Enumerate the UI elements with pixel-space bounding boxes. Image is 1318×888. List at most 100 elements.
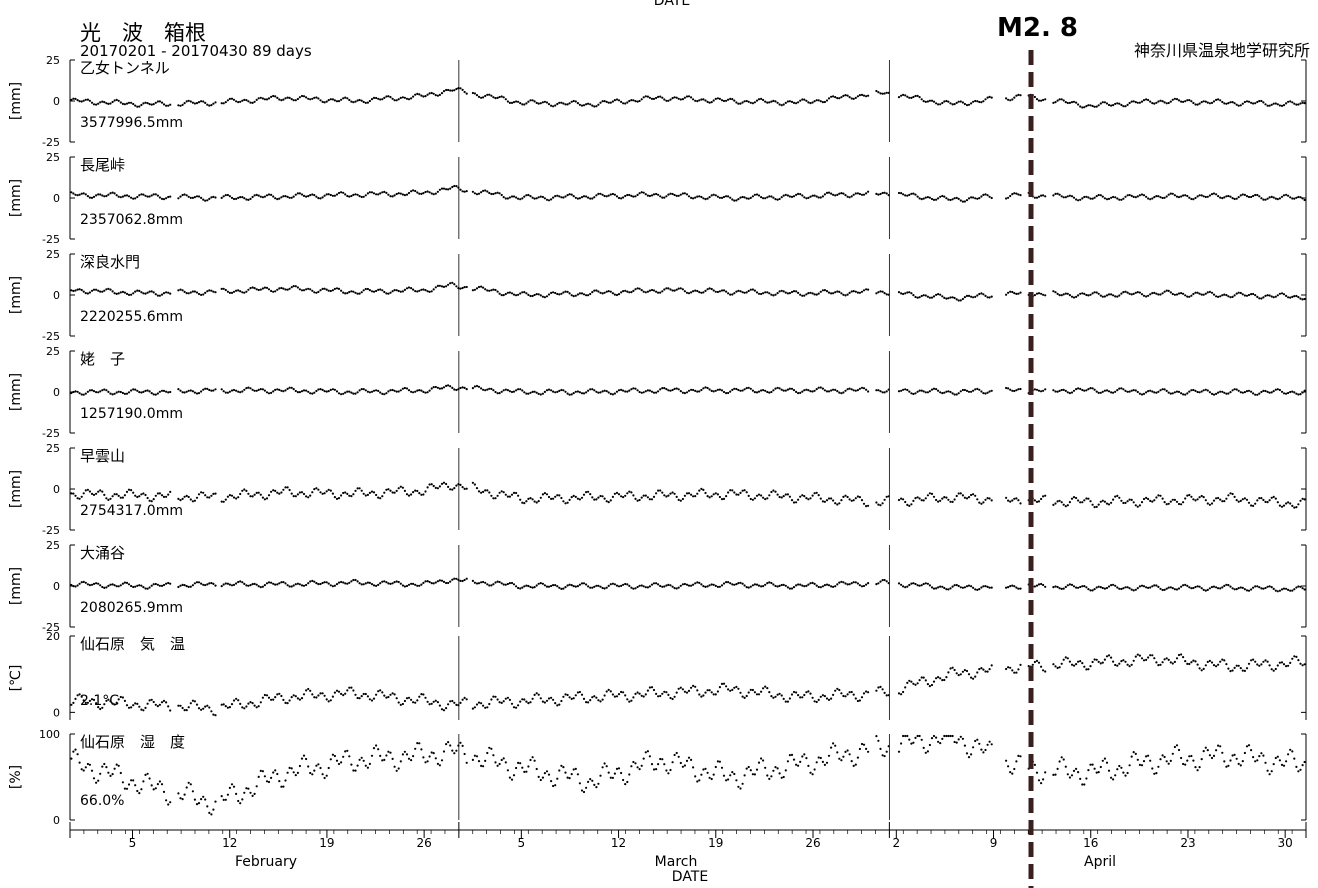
data-point (830, 746, 833, 749)
data-point (947, 100, 950, 103)
data-point (434, 286, 437, 289)
data-point (348, 290, 351, 294)
data-point (156, 294, 159, 297)
data-point (710, 691, 713, 694)
data-point (683, 192, 687, 195)
data-point (245, 705, 248, 708)
data-point (652, 391, 656, 394)
data-point (101, 389, 104, 392)
data-point (1196, 291, 1199, 294)
data-point (1186, 494, 1189, 497)
data-point (937, 293, 940, 296)
data-point (517, 388, 520, 391)
data-point (214, 196, 217, 199)
data-point (1009, 388, 1012, 391)
data-point (259, 701, 262, 704)
data-point (383, 290, 386, 294)
data-point (671, 192, 674, 196)
data-point (1243, 391, 1246, 394)
data-point (727, 581, 730, 584)
data-point (1227, 295, 1230, 298)
data-point (253, 704, 256, 707)
data-point (438, 579, 441, 582)
data-point (305, 96, 308, 99)
data-point (286, 387, 289, 390)
data-point (257, 194, 260, 197)
data-point (187, 706, 190, 709)
data-point (195, 102, 199, 105)
data-point (1064, 765, 1067, 768)
data-point (953, 296, 956, 300)
data-point (113, 192, 116, 195)
data-point (642, 96, 645, 99)
data-point (731, 98, 734, 101)
data-point (1077, 586, 1080, 589)
data-point (302, 492, 306, 496)
data-point (461, 88, 464, 91)
data-point (541, 295, 545, 298)
data-point (570, 496, 573, 499)
data-point (1254, 294, 1257, 297)
data-point (887, 91, 890, 94)
data-point (97, 193, 100, 196)
data-point (1184, 100, 1187, 103)
data-point (764, 197, 767, 200)
data-point (259, 769, 262, 773)
data-point (1124, 290, 1127, 293)
data-point (1206, 195, 1209, 198)
data-point (1085, 389, 1088, 392)
data-point (288, 196, 291, 199)
data-point (683, 494, 687, 497)
data-point (784, 493, 787, 496)
data-point (972, 586, 975, 589)
data-point (576, 773, 580, 776)
data-point (407, 696, 411, 699)
data-point (675, 288, 678, 291)
data-point (1134, 655, 1137, 658)
data-point (335, 287, 339, 290)
data-point (836, 503, 839, 506)
data-point (568, 696, 571, 699)
data-point (858, 94, 862, 97)
data-point (817, 494, 820, 497)
data-point (1223, 584, 1226, 588)
data-point (317, 583, 320, 586)
data-point (685, 291, 689, 294)
y-tick-label: 20 (46, 630, 60, 643)
month-label-february: February (235, 854, 297, 870)
data-point (692, 197, 695, 200)
data-point (1083, 292, 1086, 295)
data-point (1132, 389, 1135, 392)
data-point (340, 494, 343, 497)
data-point (274, 696, 277, 699)
data-point (496, 580, 499, 583)
data-point (302, 194, 306, 197)
data-point (331, 388, 334, 391)
data-point (885, 390, 888, 393)
data-point (1301, 197, 1304, 200)
data-point (210, 389, 213, 392)
data-point (282, 195, 285, 198)
data-point (1105, 389, 1109, 392)
data-point (247, 198, 250, 201)
data-point (465, 487, 468, 490)
data-point (838, 688, 841, 692)
data-point (681, 497, 685, 501)
data-point (490, 494, 493, 497)
data-point (624, 390, 627, 393)
data-point (1122, 388, 1125, 391)
data-point (158, 294, 161, 297)
data-point (70, 703, 73, 706)
data-point (1093, 767, 1096, 770)
data-point (284, 582, 287, 585)
data-point (267, 97, 271, 100)
data-point (725, 392, 728, 395)
data-point (603, 587, 606, 590)
data-point (646, 194, 650, 197)
data-point (1019, 755, 1022, 758)
data-point (762, 687, 765, 690)
data-point (1241, 498, 1244, 501)
data-point (679, 686, 682, 689)
data-point (1011, 290, 1014, 294)
data-point (510, 493, 514, 496)
